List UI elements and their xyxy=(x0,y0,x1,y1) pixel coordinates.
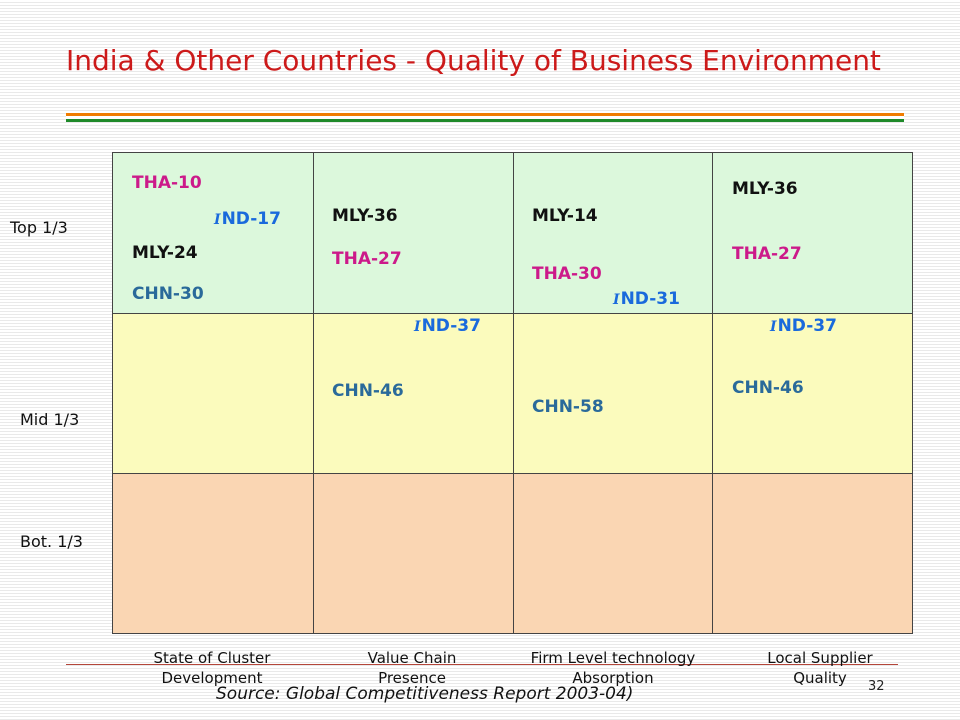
col4-ind-rank-text: ND-37 xyxy=(777,316,837,336)
col4-chn-rank: CHN-46 xyxy=(732,378,804,398)
column-label-line2: Absorption xyxy=(572,669,654,687)
row-label-bot: Bot. 1/3 xyxy=(20,532,83,551)
band-top-third xyxy=(113,153,912,313)
col3-tha-rank: THA-30 xyxy=(532,264,602,284)
slide-title: India & Other Countries - Quality of Bus… xyxy=(66,44,881,77)
column-label-line1: State of Cluster xyxy=(153,649,271,667)
row-label-mid: Mid 1/3 xyxy=(20,410,80,429)
band-bottom-third xyxy=(113,473,912,633)
footer-rule xyxy=(66,664,898,665)
ind-prefix: I xyxy=(214,212,221,228)
ind-prefix: I xyxy=(414,319,421,335)
column-label-line1: Value Chain xyxy=(367,649,457,667)
page-number: 32 xyxy=(868,679,885,694)
band-mid-third xyxy=(113,313,912,473)
title-rule-green xyxy=(66,119,904,122)
title-rule-orange xyxy=(66,113,904,116)
col3-mly-rank: MLY-14 xyxy=(532,206,598,226)
col1-ind-rank-text: ND-17 xyxy=(221,209,281,229)
col3-ind-rank: IND-31 xyxy=(613,289,680,310)
col1-ind-rank: IND-17 xyxy=(214,209,281,230)
column-label-line2: Presence xyxy=(378,669,446,687)
grid-divider-col-1 xyxy=(313,153,314,633)
col2-mly-rank: MLY-36 xyxy=(332,206,398,226)
col2-tha-rank: THA-27 xyxy=(332,249,402,269)
col4-tha-rank: THA-27 xyxy=(732,244,802,264)
grid-divider-top-mid xyxy=(113,313,912,314)
grid-divider-mid-bot xyxy=(113,473,912,474)
column-label-line2: Development xyxy=(161,669,263,687)
grid-divider-col-3 xyxy=(712,153,713,633)
column-label-line1: Local Supplier xyxy=(767,649,873,667)
source-note: Source: Global Competitiveness Report 20… xyxy=(216,684,634,704)
col4-mly-rank: MLY-36 xyxy=(732,179,798,199)
col2-ind-rank: IND-37 xyxy=(414,316,481,337)
row-label-top: Top 1/3 xyxy=(10,218,68,237)
column-label-supplier: Local Supplier Quality xyxy=(720,648,920,688)
col3-chn-rank: CHN-58 xyxy=(532,397,604,417)
col2-ind-rank-text: ND-37 xyxy=(421,316,481,336)
col2-chn-rank: CHN-46 xyxy=(332,381,404,401)
col1-mly-rank: MLY-24 xyxy=(132,243,198,263)
col4-ind-rank: IND-37 xyxy=(770,316,837,337)
col1-chn-rank: CHN-30 xyxy=(132,284,204,304)
ranking-grid: THA-10 IND-17 MLY-24 CHN-30 MLY-36 THA-2… xyxy=(112,152,913,634)
ind-prefix: I xyxy=(613,292,620,308)
title-rule-white xyxy=(66,116,904,119)
column-label-technology: Firm Level technology Absorption xyxy=(512,648,714,688)
column-label-value-chain: Value Chain Presence xyxy=(312,648,512,688)
col3-ind-rank-text: ND-31 xyxy=(620,289,680,309)
ind-prefix: I xyxy=(770,319,777,335)
column-label-line1: Firm Level technology xyxy=(530,649,696,667)
grid-divider-col-2 xyxy=(513,153,514,633)
column-label-line2: Quality xyxy=(793,669,847,687)
column-label-cluster: State of Cluster Development xyxy=(112,648,312,688)
col1-tha-rank: THA-10 xyxy=(132,173,202,193)
